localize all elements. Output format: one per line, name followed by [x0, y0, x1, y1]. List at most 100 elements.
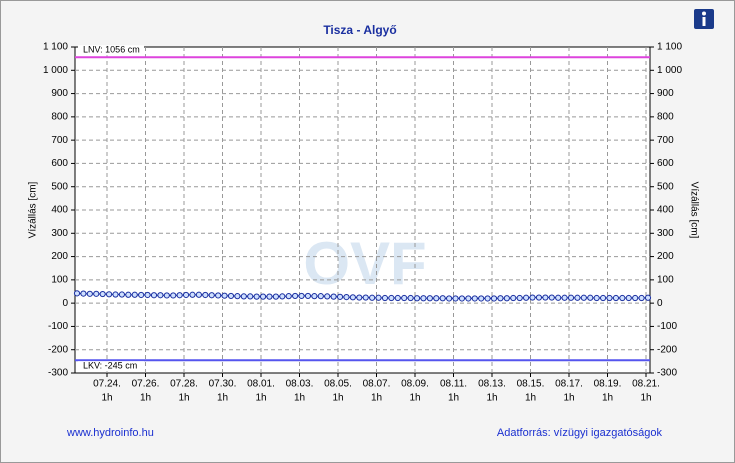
- x-tick-label: 08.13.: [478, 379, 506, 390]
- data-point: [131, 291, 138, 298]
- data-point: [523, 294, 530, 301]
- y2-tick-label: 400: [657, 205, 674, 216]
- data-point: [247, 293, 254, 300]
- data-point: [503, 295, 510, 302]
- data-point: [516, 294, 523, 302]
- y-tick-label: 900: [51, 88, 68, 99]
- y2-tick-label: 300: [657, 228, 674, 239]
- y-tick-label: 500: [51, 181, 68, 192]
- y2-tick-label: 200: [657, 251, 674, 262]
- data-point: [535, 294, 543, 301]
- data-point: [182, 291, 190, 299]
- data-point: [369, 294, 376, 301]
- data-point: [73, 290, 81, 297]
- data-point: [234, 293, 241, 300]
- y2-tick-label: -300: [657, 368, 677, 379]
- data-point: [125, 291, 132, 298]
- data-point: [497, 295, 504, 302]
- y-tick-label: 200: [51, 251, 68, 262]
- y-tick-label: 1 000: [43, 65, 68, 76]
- x-tick-sublabel: 1h: [640, 393, 651, 404]
- y2-tick-label: 1 100: [657, 42, 682, 53]
- data-point: [561, 294, 568, 301]
- data-point: [612, 294, 620, 302]
- data-point: [144, 291, 151, 299]
- x-tick-sublabel: 1h: [101, 393, 112, 404]
- x-tick-label: 08.11.: [440, 379, 467, 390]
- data-point: [324, 293, 331, 300]
- data-point: [93, 290, 100, 297]
- data-point: [587, 294, 594, 301]
- y2-tick-label: 1 000: [657, 65, 682, 76]
- y-tick-label: 700: [51, 135, 68, 146]
- y2-tick-label: 0: [657, 298, 663, 309]
- y-tick-label: 0: [62, 298, 68, 309]
- data-point: [292, 292, 299, 300]
- x-tick-sublabel: 1h: [409, 393, 420, 404]
- data-point: [381, 294, 389, 302]
- x-tick-sublabel: 1h: [602, 393, 613, 404]
- footer-source: Adatforrás: vízügyi igazgatóságok: [497, 427, 663, 439]
- data-point: [510, 294, 517, 302]
- y-tick-label: 600: [51, 158, 68, 169]
- data-point: [176, 292, 183, 299]
- data-point: [150, 292, 158, 299]
- x-tick-label: 08.15.: [517, 379, 545, 390]
- data-point: [567, 294, 575, 301]
- data-point: [394, 294, 401, 302]
- x-tick-sublabel: 1h: [217, 393, 228, 404]
- x-tick-sublabel: 1h: [255, 393, 266, 404]
- data-point: [638, 294, 645, 302]
- data-point: [330, 293, 337, 300]
- data-point: [189, 291, 196, 298]
- data-point: [619, 294, 626, 302]
- y2-tick-label: 100: [657, 274, 674, 285]
- reference-label-bg: [78, 361, 144, 372]
- x-tick-label: 07.28.: [170, 379, 198, 390]
- x-tick-label: 08.07.: [363, 379, 391, 390]
- data-point: [490, 295, 498, 302]
- data-point: [266, 293, 273, 300]
- data-point: [407, 294, 414, 302]
- y2-tick-label: 900: [657, 88, 674, 99]
- footer-link[interactable]: www.hydroinfo.hu: [66, 427, 154, 439]
- data-point: [420, 295, 427, 302]
- y2-tick-label: 800: [657, 111, 674, 122]
- x-tick-label: 08.05.: [324, 379, 352, 390]
- data-point: [112, 291, 119, 298]
- data-point: [163, 292, 170, 299]
- x-tick-sublabel: 1h: [486, 393, 497, 404]
- x-tick-sublabel: 1h: [332, 393, 343, 404]
- data-point: [439, 295, 446, 302]
- x-tick-sublabel: 1h: [563, 393, 574, 404]
- y-tick-label: 1 100: [43, 42, 68, 53]
- x-tick-label: 08.01.: [247, 379, 275, 390]
- data-point: [80, 290, 87, 297]
- data-point: [304, 292, 312, 300]
- y-tick-label: 800: [51, 111, 68, 122]
- x-tick-sublabel: 1h: [140, 393, 151, 404]
- x-tick-label: 08.03.: [286, 379, 314, 390]
- data-point: [349, 294, 356, 301]
- data-point: [285, 293, 292, 300]
- data-point: [240, 293, 247, 300]
- data-point: [215, 292, 222, 299]
- y-tick-label: 300: [51, 228, 68, 239]
- x-tick-sublabel: 1h: [525, 393, 536, 404]
- y-tick-label: -100: [48, 321, 68, 332]
- data-point: [356, 294, 363, 301]
- data-point: [471, 295, 478, 302]
- data-point: [253, 293, 260, 300]
- x-tick-label: 07.26.: [132, 379, 160, 390]
- data-point: [272, 293, 279, 300]
- data-point: [542, 294, 549, 301]
- data-point: [401, 294, 408, 302]
- data-point: [99, 290, 106, 298]
- info-icon[interactable]: [694, 9, 714, 29]
- reference-label: LNV: 1056 cm: [83, 45, 140, 55]
- y-tick-label: -300: [48, 368, 68, 379]
- x-tick-sublabel: 1h: [294, 393, 305, 404]
- data-point: [362, 294, 369, 301]
- data-point: [478, 295, 485, 302]
